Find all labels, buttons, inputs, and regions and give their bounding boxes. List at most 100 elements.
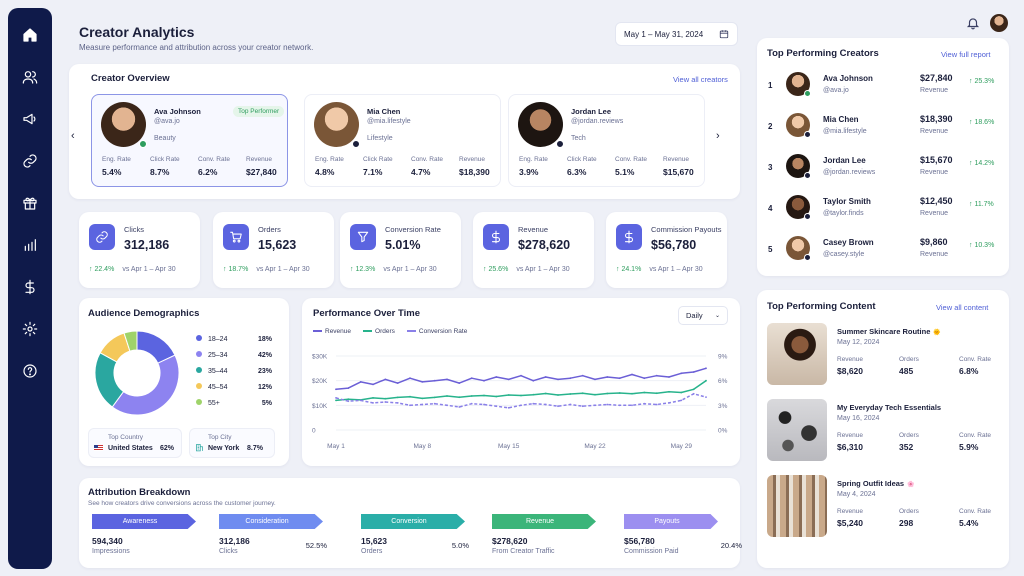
- top-creator-row[interactable]: 4 Taylor Smith @taylor.finds $12,450 Revenue…: [757, 193, 1007, 234]
- creator-handle: @jordan.reviews: [823, 169, 876, 176]
- metric-label: Conv. Rate: [959, 508, 992, 515]
- kpi-card: Clicks 312,186 ↑ 22.4% vs Apr 1 – Apr 30: [79, 212, 200, 288]
- metric-label: Revenue: [837, 432, 864, 439]
- user-avatar[interactable]: [990, 14, 1008, 32]
- bell-icon[interactable]: [966, 16, 980, 30]
- arrow-up-icon: ↑: [616, 266, 622, 273]
- series-line-revenue: [335, 367, 707, 391]
- age-range: 55+: [208, 400, 220, 407]
- creator-handle: @jordan.reviews: [571, 118, 624, 125]
- creator-growth: ↑ 18.6%: [969, 119, 994, 126]
- legend-dot: [196, 399, 202, 405]
- data-point: [458, 406, 461, 408]
- data-point: [433, 402, 436, 405]
- top-creator-row[interactable]: 3 Jordan Lee @jordan.reviews $15,670 Revenue…: [757, 152, 1007, 193]
- stat-value: 4.8%: [315, 167, 335, 177]
- data-point: [606, 392, 609, 395]
- revenue-label: Revenue: [920, 210, 949, 217]
- content-metric: Orders 298: [899, 508, 919, 528]
- stat-label: Conv. Rate: [198, 156, 231, 163]
- users-icon: [22, 71, 38, 84]
- age-legend: 18–24 18% 25–34 42% 35–44 23% 45–54 12% 55+ 5%: [196, 331, 272, 411]
- sidebar-item-help[interactable]: [18, 360, 42, 382]
- performance-legend: Revenue Orders Conversion Rate: [313, 328, 467, 335]
- data-point: [692, 392, 695, 395]
- sidebar-item-links[interactable]: [18, 150, 42, 172]
- chevron-down-icon: ⌄: [714, 313, 720, 319]
- y-right-tick: 0%: [718, 428, 728, 435]
- creator-revenue: $15,670: [920, 155, 953, 165]
- arrow-up-icon: ↑: [89, 266, 95, 273]
- creator-handle: @ava.jo: [823, 87, 849, 94]
- gift-icon: [23, 197, 37, 210]
- stat-value: 5.1%: [615, 167, 635, 177]
- sidebar-item-campaigns[interactable]: [18, 108, 42, 130]
- view-full-report-link[interactable]: View full report: [941, 50, 991, 59]
- kpi-delta: ↑ 22.4%: [89, 266, 114, 273]
- top-creator-row[interactable]: 5 Casey Brown @casey.style $9,860 Revenue ↑ 1…: [757, 234, 1007, 275]
- view-all-content-link[interactable]: View all content: [936, 303, 989, 312]
- metric-value: $5,240: [837, 518, 863, 528]
- metric-label: Revenue: [837, 508, 864, 515]
- top-creator-row[interactable]: 1 Ava Johnson @ava.jo $27,840 Revenue ↑ 25.3%: [757, 70, 1007, 111]
- data-point: [544, 403, 547, 406]
- sidebar-item-home[interactable]: [18, 24, 42, 46]
- granularity-select[interactable]: Daily ⌄: [678, 306, 728, 325]
- creator-avatar: [786, 236, 811, 261]
- carousel-next-button[interactable]: ›: [716, 130, 720, 142]
- creator-card[interactable]: Jordan Lee @jordan.reviews Tech Eng. Rate 3.…: [508, 94, 705, 187]
- sidebar-item-payouts[interactable]: [18, 276, 42, 298]
- carousel-prev-button[interactable]: ‹: [71, 130, 75, 142]
- sidebar-item-settings[interactable]: [18, 318, 42, 340]
- data-point: [520, 374, 522, 377]
- top-content-row[interactable]: Summer Skincare Routine 🌞 May 12, 2024 Reve…: [767, 323, 999, 387]
- arrow-up-icon: ↑: [969, 201, 975, 208]
- page-subtitle: Measure performance and attribution acro…: [79, 43, 314, 52]
- y-left-tick: $10K: [312, 403, 328, 410]
- creator-category: Beauty: [154, 135, 176, 142]
- creator-category: Tech: [571, 135, 586, 142]
- content-date: May 12, 2024: [837, 339, 880, 346]
- creator-rank: 5: [768, 245, 773, 254]
- top-content-row[interactable]: My Everyday Tech Essentials May 16, 2024 R…: [767, 399, 999, 463]
- content-title-text: Spring Outfit Ideas: [837, 479, 905, 488]
- creator-card[interactable]: Mia Chen @mia.lifestyle Lifestyle Eng. Rate…: [304, 94, 501, 187]
- kpi-card: Revenue $278,620 ↑ 25.6% vs Apr 1 – Apr 30: [473, 212, 594, 288]
- sidebar-item-analytics[interactable]: [18, 234, 42, 256]
- data-point: [372, 397, 374, 399]
- data-point: [557, 378, 559, 381]
- data-point: [557, 394, 559, 396]
- creator-name: Ava Johnson: [154, 107, 201, 116]
- date-range-picker[interactable]: May 1 – May 31, 2024: [615, 22, 738, 46]
- stat-label: Revenue: [246, 156, 273, 163]
- data-point: [507, 378, 510, 381]
- creator-revenue: $18,390: [920, 114, 953, 124]
- kpi-footer: ↑ 24.1% vs Apr 1 – Apr 30: [616, 266, 703, 273]
- kpi-delta-value: 22.4%: [94, 266, 115, 273]
- view-all-creators-link[interactable]: View all creators: [673, 75, 728, 84]
- legend-revenue: Revenue: [313, 328, 351, 335]
- metric-value: 298: [899, 518, 914, 528]
- top-content-row[interactable]: Spring Outfit Ideas 🌸 May 4, 2024 Revenue $5…: [767, 475, 999, 539]
- data-point: [569, 377, 572, 380]
- creator-name: Casey Brown: [823, 238, 874, 247]
- creator-rank: 3: [768, 163, 773, 172]
- legend-dot: [196, 383, 202, 389]
- us-flag-icon: [94, 445, 103, 451]
- age-pct: 12%: [257, 383, 272, 391]
- metric-label: Conv. Rate: [959, 432, 992, 439]
- x-tick: May 8: [413, 443, 431, 450]
- content-thumbnail: [767, 399, 827, 461]
- creator-card[interactable]: Ava Johnson @ava.jo Beauty Top Performer Eng…: [91, 94, 288, 187]
- kpi-label: Revenue: [518, 225, 549, 234]
- top-creator-row[interactable]: 2 Mia Chen @mia.lifestyle $18,390 Revenue ↑ 1…: [757, 111, 1007, 152]
- sidebar-item-rewards[interactable]: [18, 192, 42, 214]
- metric-label: Orders: [899, 432, 919, 439]
- sidebar-item-creators[interactable]: [18, 66, 42, 88]
- data-point: [483, 379, 485, 382]
- link-icon: [96, 231, 108, 243]
- top-city-value: New York: [208, 445, 240, 452]
- data-point: [655, 374, 658, 377]
- creator-growth: ↑ 11.7%: [969, 201, 994, 208]
- creator-rank: 1: [768, 81, 773, 90]
